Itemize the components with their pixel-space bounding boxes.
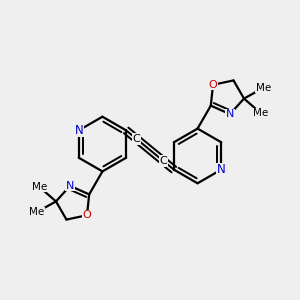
Text: N: N bbox=[217, 163, 226, 176]
Text: O: O bbox=[82, 210, 91, 220]
Text: O: O bbox=[208, 80, 217, 90]
Text: C: C bbox=[133, 134, 140, 144]
Text: N: N bbox=[66, 181, 74, 191]
Text: Me: Me bbox=[256, 83, 271, 93]
Text: N: N bbox=[74, 124, 83, 137]
Text: N: N bbox=[226, 109, 234, 119]
Text: C: C bbox=[160, 156, 167, 166]
Text: Me: Me bbox=[32, 182, 47, 192]
Text: Me: Me bbox=[253, 108, 268, 118]
Text: Me: Me bbox=[29, 207, 44, 217]
